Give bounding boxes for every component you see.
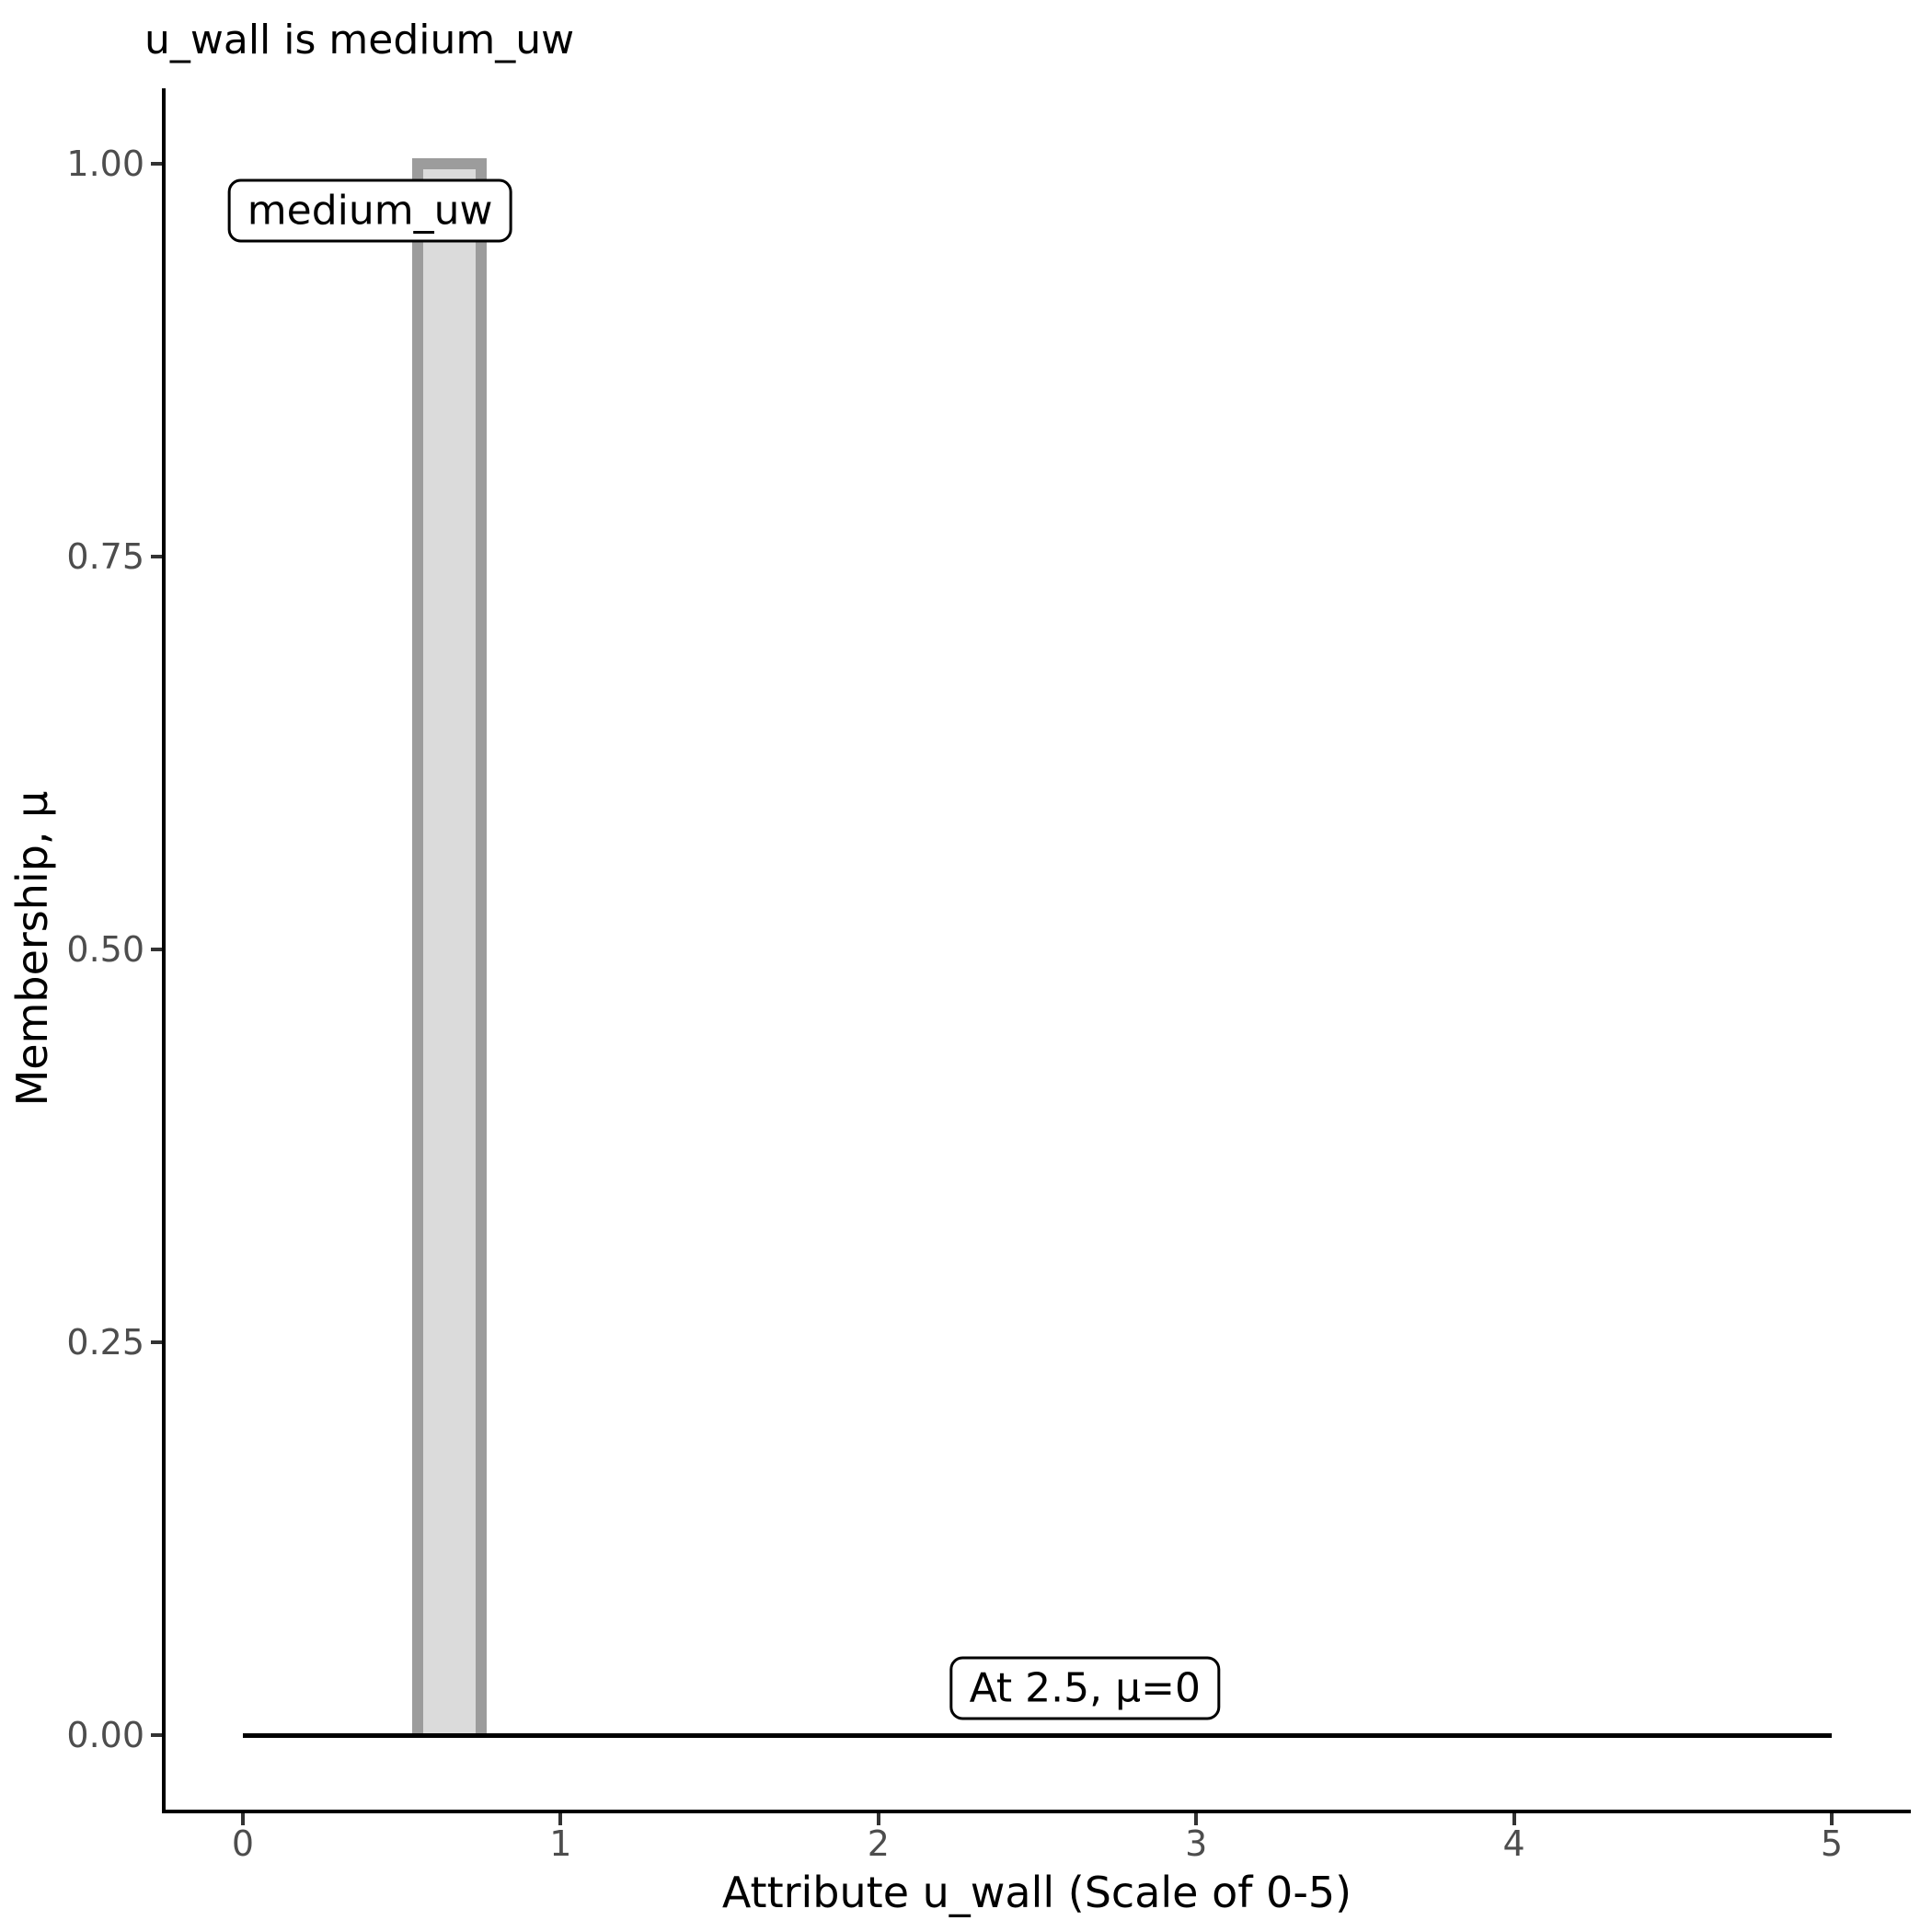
annotation-at-2-5-0: At 2.5, μ=0 <box>949 1656 1220 1720</box>
y-tick <box>151 162 162 166</box>
x-tick <box>558 1813 563 1825</box>
x-axis-line <box>162 1810 1911 1813</box>
x-axis-title: Attribute u_wall (Scale of 0-5) <box>721 1868 1352 1917</box>
x-tick <box>876 1813 880 1825</box>
zero-membership-line <box>243 1733 1832 1738</box>
y-tick-label: 0.25 <box>66 1322 144 1363</box>
y-tick <box>151 1340 162 1344</box>
x-tick <box>1830 1813 1834 1825</box>
y-tick-label: 0.00 <box>66 1715 144 1755</box>
y-tick-label: 0.50 <box>66 929 144 970</box>
y-axis-line <box>162 88 166 1813</box>
y-tick-label: 0.75 <box>66 536 144 577</box>
x-tick <box>1194 1813 1199 1825</box>
y-tick-label: 1.00 <box>66 144 144 184</box>
x-tick <box>1512 1813 1516 1825</box>
x-tick-label: 0 <box>231 1823 255 1864</box>
x-tick <box>241 1813 245 1825</box>
x-tick-label: 2 <box>867 1823 890 1864</box>
x-tick-label: 1 <box>549 1823 572 1864</box>
x-tick-label: 5 <box>1820 1823 1844 1864</box>
membership-function-bar <box>411 158 488 1735</box>
y-tick <box>151 1733 162 1737</box>
y-tick <box>151 555 162 558</box>
chart-title: u_wall is medium_uw <box>144 17 575 63</box>
y-tick <box>151 948 162 951</box>
x-tick-label: 4 <box>1502 1823 1525 1864</box>
x-tick-label: 3 <box>1185 1823 1208 1864</box>
annotation-medium-uw: medium_uw <box>227 178 512 243</box>
